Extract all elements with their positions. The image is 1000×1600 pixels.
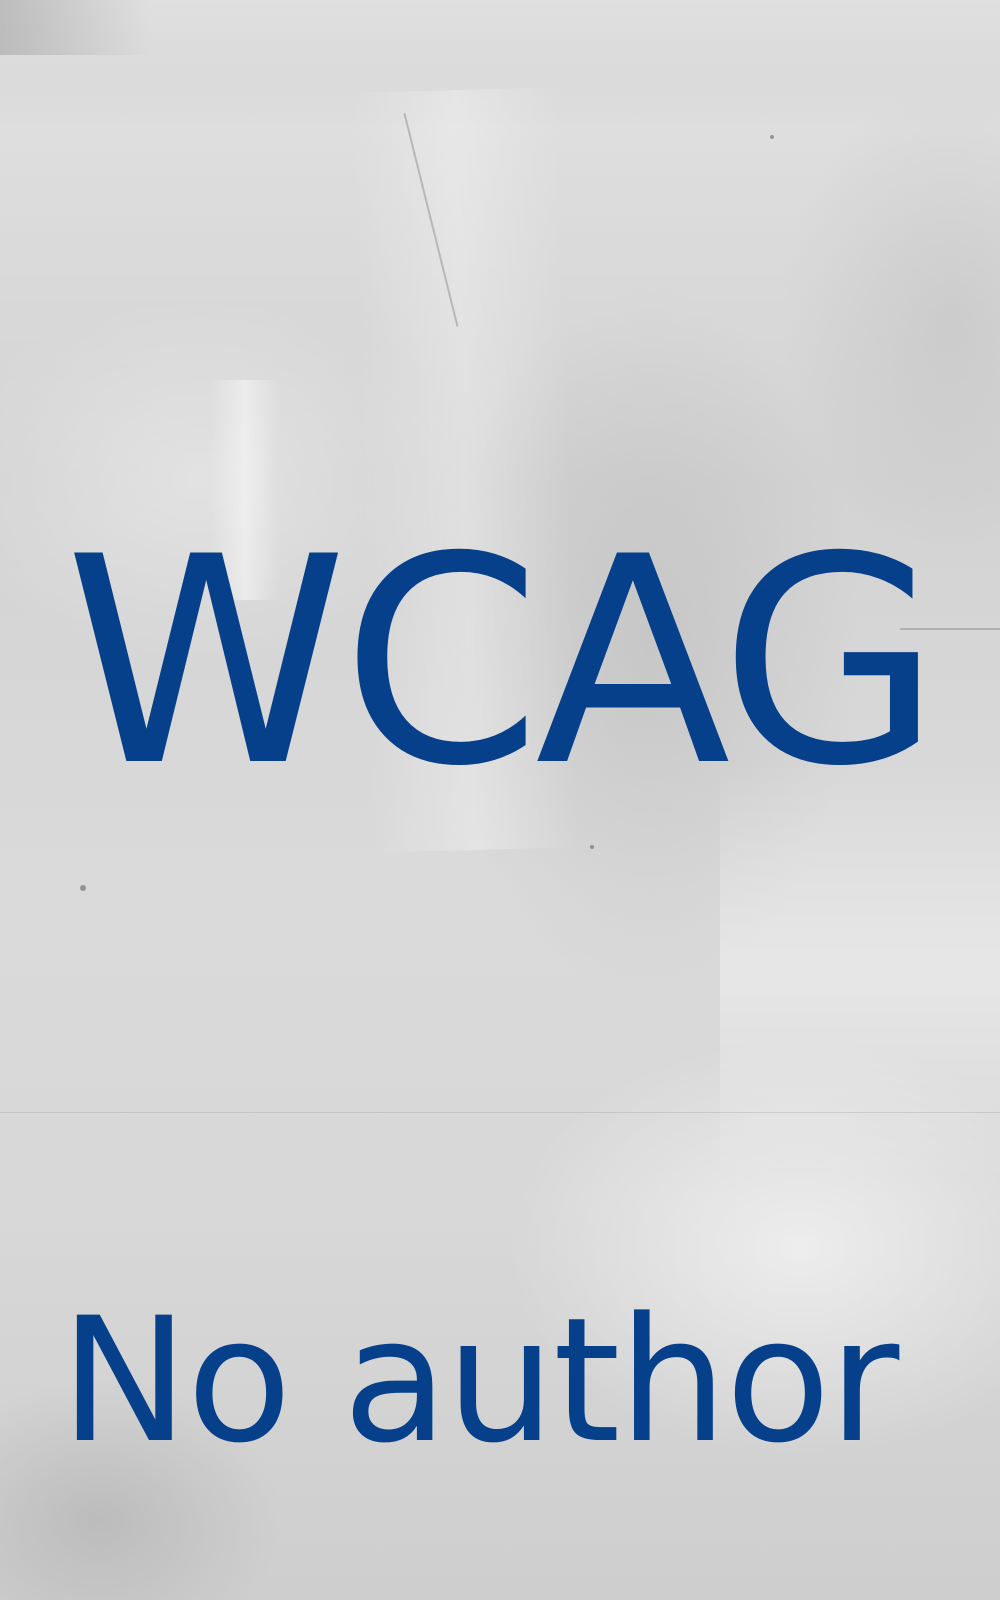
texture-corner-shadow [0, 0, 150, 55]
book-title: WCAG [64, 497, 942, 829]
book-author: No author [60, 1280, 899, 1481]
texture-top-band [0, 0, 1000, 120]
texture-streak [720, 760, 1000, 1180]
texture-streak [210, 380, 280, 600]
texture-speck [590, 845, 594, 849]
texture-speck [770, 135, 774, 139]
texture-scratch [900, 628, 1000, 630]
texture-speck [80, 885, 86, 891]
texture-scratch [0, 1112, 1000, 1113]
